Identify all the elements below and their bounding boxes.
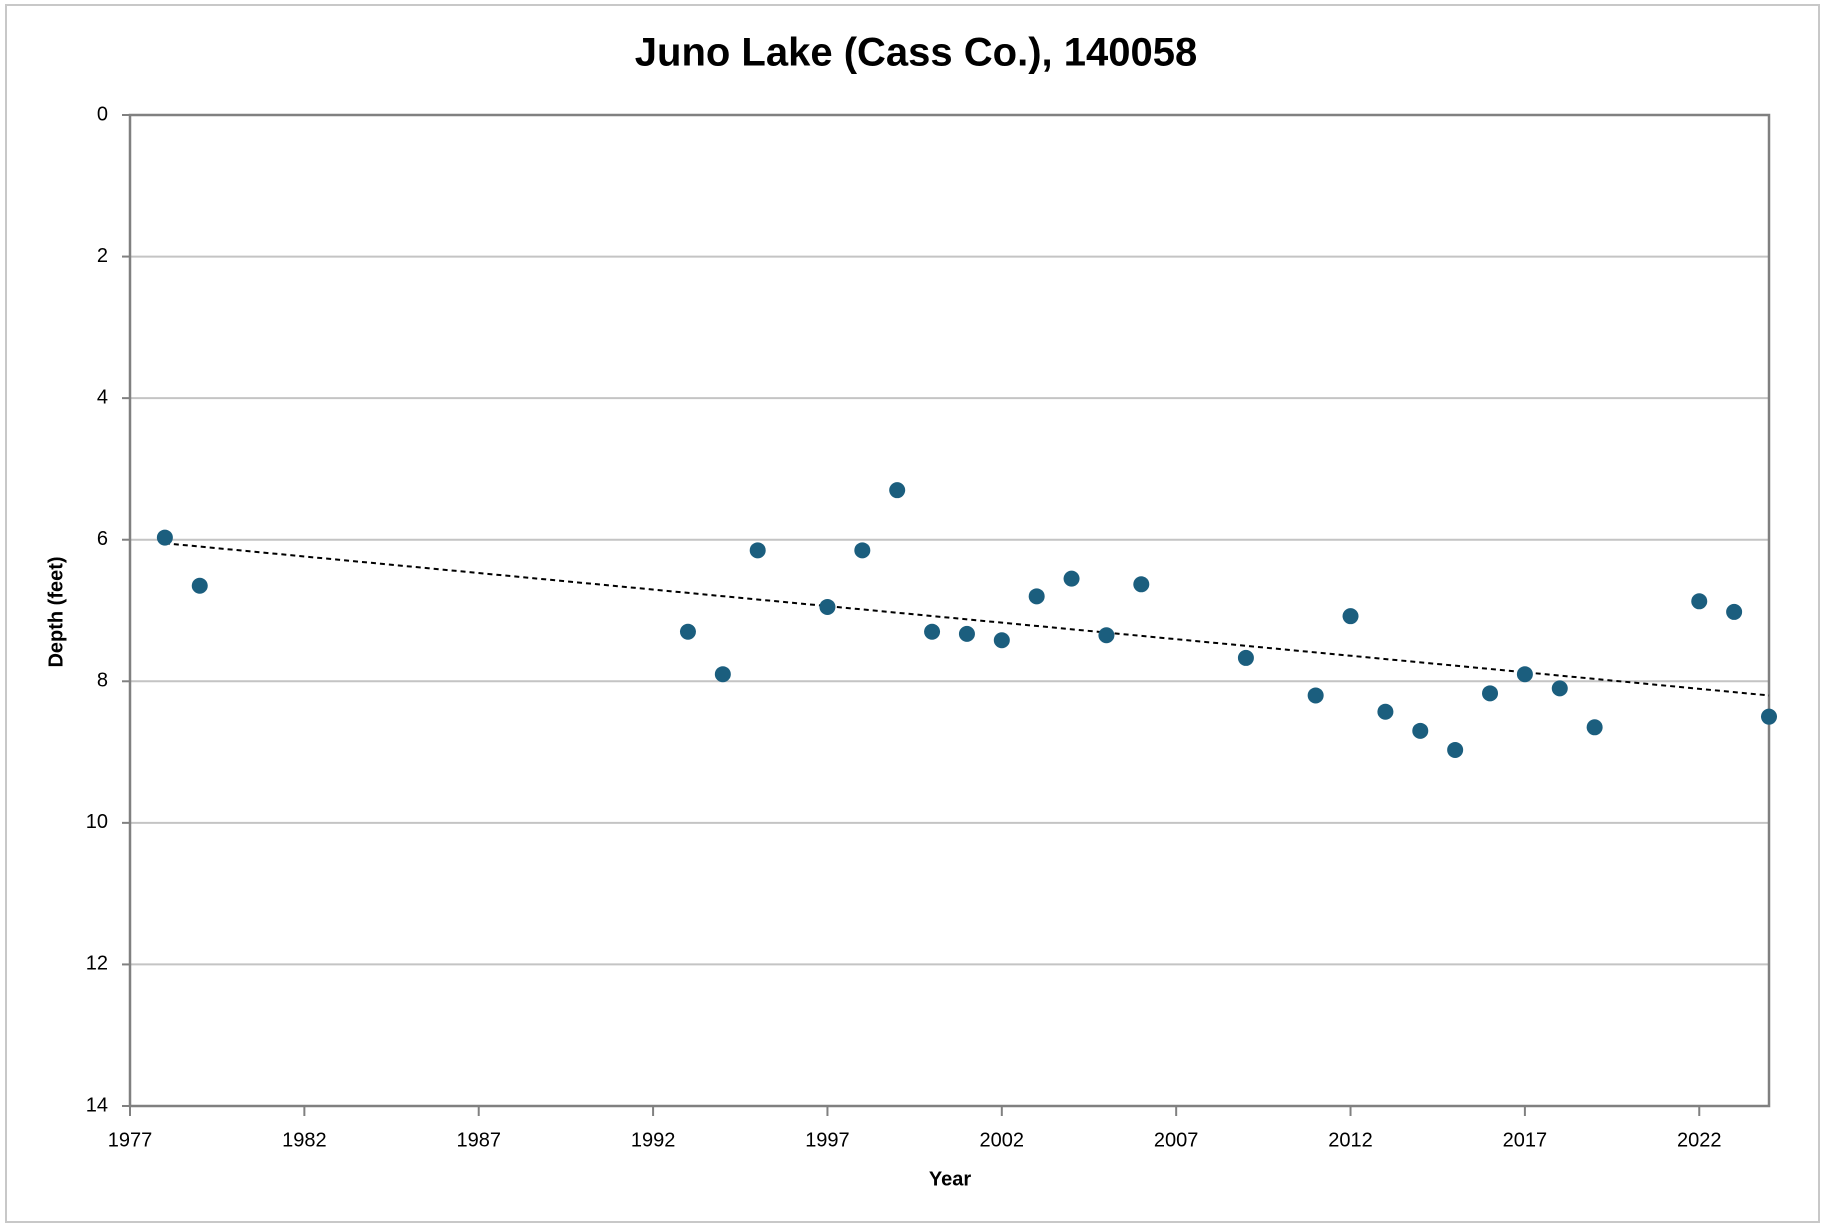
data-point (1586, 719, 1603, 736)
x-axis-title: Year (929, 1168, 971, 1190)
x-tick-label: 2017 (1503, 1129, 1548, 1151)
data-point (156, 529, 173, 546)
data-point (958, 625, 975, 642)
trend-line (164, 542, 1770, 697)
data-point (1761, 708, 1777, 725)
data-point (1307, 687, 1324, 704)
data-point (1098, 627, 1115, 644)
x-tick-label: 1982 (282, 1129, 327, 1151)
y-tick-label: 14 (86, 1094, 108, 1116)
x-tick-label: 2022 (1677, 1129, 1722, 1151)
x-tick-label: 1992 (631, 1129, 676, 1151)
x-tick-label: 2002 (980, 1129, 1025, 1151)
plot-frame (128, 113, 1771, 1108)
data-point (1342, 608, 1359, 625)
data-point (819, 598, 836, 615)
x-tick-label: 1987 (456, 1129, 501, 1151)
data-point (1063, 570, 1080, 587)
data-point (749, 542, 766, 559)
data-point (1133, 576, 1150, 593)
data-point (1726, 603, 1743, 620)
data-point (1028, 588, 1045, 605)
y-tick-label: 4 (97, 386, 108, 408)
chart-title: Juno Lake (Cass Co.), 140058 (635, 31, 1197, 75)
x-tick-label: 2012 (1328, 1129, 1373, 1151)
data-point (1516, 666, 1533, 683)
y-tick-label: 2 (97, 245, 108, 267)
data-point (1237, 649, 1254, 666)
data-point (1551, 680, 1568, 697)
data-point (924, 623, 941, 640)
y-axis-title: Depth (feet) (45, 556, 67, 667)
data-point (1482, 685, 1499, 702)
data-point (1447, 741, 1464, 758)
data-point (854, 542, 871, 559)
data-point (1377, 703, 1394, 720)
x-tick-label: 2007 (1154, 1129, 1199, 1151)
data-point (714, 666, 731, 683)
data-point (889, 482, 906, 499)
y-tick-label: 10 (86, 811, 108, 833)
y-tick-label: 0 (97, 103, 108, 125)
y-tick-label: 6 (97, 528, 108, 550)
data-point (1412, 722, 1429, 739)
data-point (191, 577, 208, 594)
data-point (993, 632, 1010, 649)
x-tick-label: 1997 (805, 1129, 850, 1151)
data-point (679, 623, 696, 640)
data-point (1691, 593, 1708, 610)
y-tick-label: 12 (86, 953, 108, 975)
y-tick-label: 8 (97, 670, 108, 692)
x-tick-label: 1977 (108, 1129, 153, 1151)
